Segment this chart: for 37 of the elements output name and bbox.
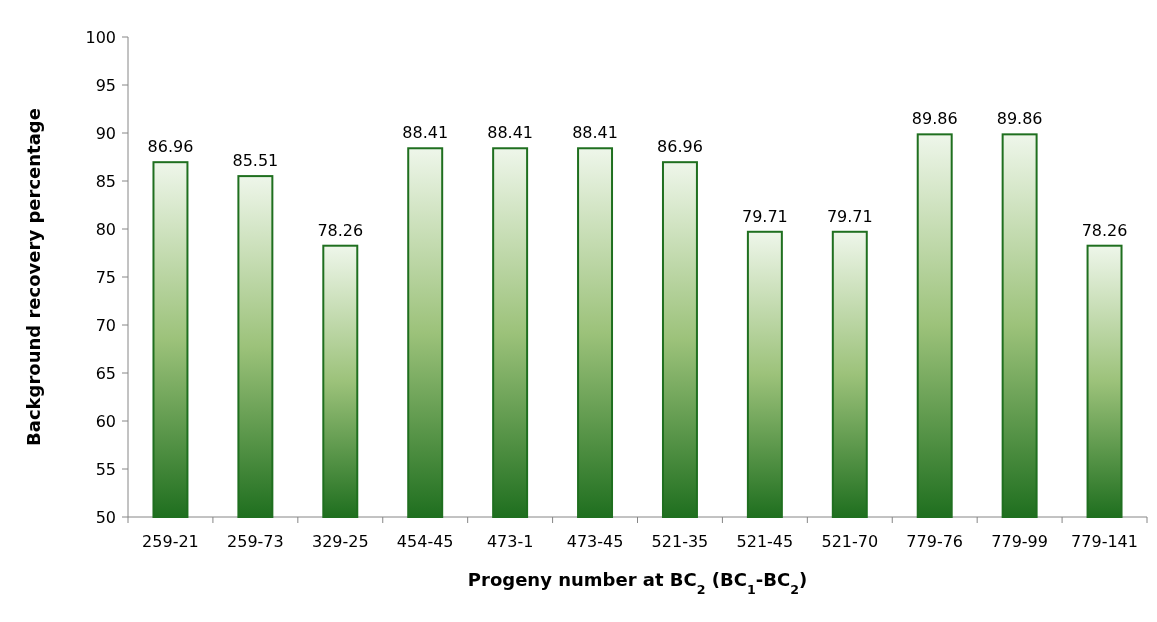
y-tick-label: 85 [95, 171, 116, 191]
data-label: 79.71 [741, 206, 788, 226]
data-label: 86.96 [147, 137, 194, 157]
x-tick-label: 521-35 [651, 532, 709, 551]
x-tick-label: 779-99 [991, 532, 1048, 551]
y-tick-label: 50 [95, 507, 116, 527]
y-axis-title: Background recovery percentage [23, 108, 44, 446]
x-tick-label: 521-70 [821, 532, 879, 551]
data-label: 88.41 [402, 123, 449, 143]
data-label: 88.41 [487, 123, 534, 143]
y-tick-label: 90 [95, 123, 116, 143]
data-label: 85.51 [232, 151, 279, 171]
x-tick-label: 454-45 [396, 532, 454, 551]
y-tick-label: 95 [95, 75, 116, 95]
data-label: 88.41 [572, 123, 618, 143]
data-label: 86.96 [657, 137, 703, 157]
x-tick-label: 473-45 [566, 532, 624, 551]
y-tick-label: 55 [95, 459, 116, 479]
data-label: 78.26 [317, 220, 364, 240]
x-tick-label: 259-21 [142, 532, 199, 551]
x-tick-label: 779-141 [1071, 532, 1138, 551]
y-tick-label: 60 [95, 411, 116, 431]
y-tick-label: 100 [85, 27, 116, 47]
x-tick-label: 473-1 [486, 532, 534, 551]
data-label: 89.86 [911, 109, 958, 129]
data-label: 79.71 [826, 206, 873, 226]
y-tick-label: 75 [95, 267, 116, 287]
x-tick-label: 779-76 [906, 532, 964, 551]
x-tick-label: 259-73 [227, 532, 284, 551]
x-tick-label: 521-45 [736, 532, 794, 551]
x-axis-title: Progeny number at BC$_{2}$ (BC$_{1}$-BC$_{2}$) [467, 569, 808, 597]
x-tick-label: 329-25 [311, 532, 369, 551]
data-label: 89.86 [996, 109, 1043, 129]
y-tick-label: 65 [95, 363, 116, 383]
y-tick-label: 80 [95, 219, 116, 239]
y-tick-label: 70 [95, 315, 116, 335]
data-label: 78.26 [1081, 220, 1128, 240]
